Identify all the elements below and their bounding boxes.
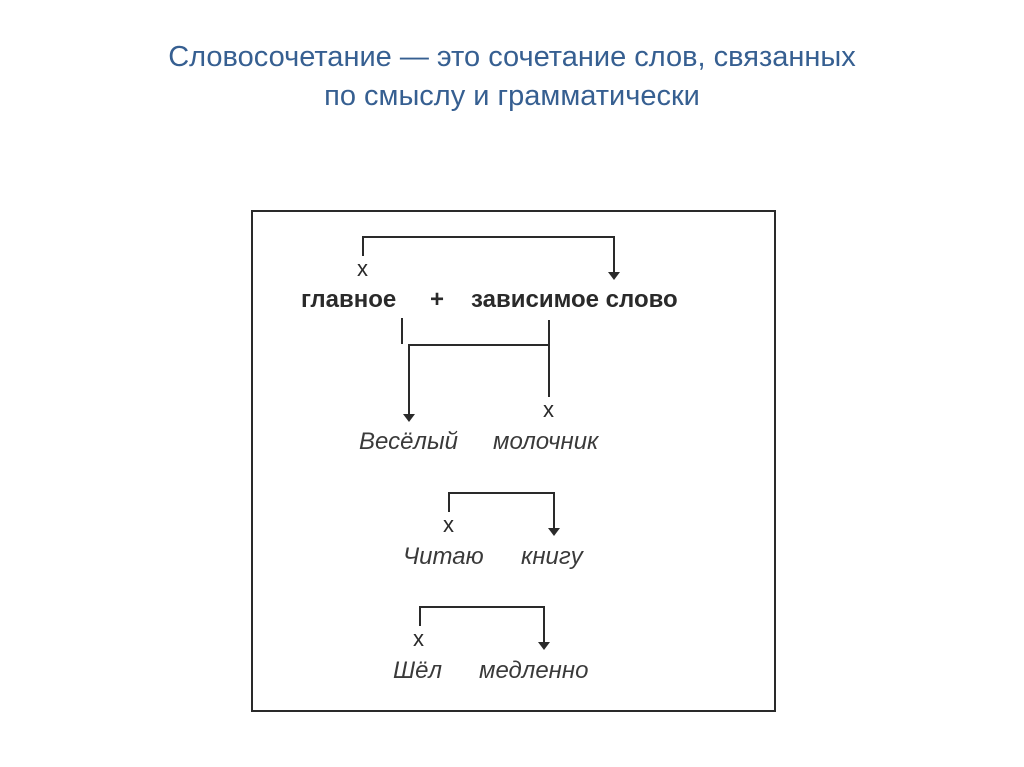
stray-line xyxy=(401,318,403,344)
example-2-conn-h xyxy=(419,606,543,608)
diagram-inner: x главное + зависимое слово Весёлый молоч… xyxy=(253,212,774,710)
formula-dep-word: зависимое слово xyxy=(471,286,678,314)
example-0-word1: Весёлый xyxy=(359,428,458,456)
formula-conn-down xyxy=(613,236,615,274)
formula-x-mark: x xyxy=(357,256,368,282)
example-0-conn-extra xyxy=(548,344,550,397)
example-1-conn-h xyxy=(448,492,553,494)
example-0-conn-down xyxy=(408,344,410,416)
formula-conn-h xyxy=(362,236,613,238)
diagram-frame: x главное + зависимое слово Весёлый молоч… xyxy=(251,210,776,712)
example-1-x: x xyxy=(443,512,454,538)
example-1-word2: книгу xyxy=(521,543,583,571)
example-2-word1: Шёл xyxy=(393,657,442,685)
formula-plus: + xyxy=(430,286,444,314)
example-2-word2: медленно xyxy=(479,657,588,685)
example-0-conn-up xyxy=(548,320,550,344)
formula-main-word: главное xyxy=(301,286,396,314)
example-1-word1: Читаю xyxy=(403,543,484,571)
example-2-arrowhead xyxy=(538,642,550,650)
example-2-x: x xyxy=(413,626,424,652)
page-title: Словосочетание — это сочетание слов, свя… xyxy=(0,38,1024,116)
example-0-word2: молочник xyxy=(493,428,598,456)
example-2-conn-down xyxy=(543,606,545,644)
example-0-conn-h xyxy=(408,344,548,346)
example-2-conn-up xyxy=(419,606,421,626)
example-1-conn-up xyxy=(448,492,450,512)
formula-conn-up xyxy=(362,236,364,256)
example-1-arrowhead xyxy=(548,528,560,536)
title-line-1: Словосочетание — это сочетание слов, свя… xyxy=(0,38,1024,77)
title-line-2: по смыслу и грамматически xyxy=(0,77,1024,116)
example-0-arrowhead xyxy=(403,414,415,422)
formula-arrowhead xyxy=(608,272,620,280)
example-0-x: x xyxy=(543,397,554,423)
example-1-conn-down xyxy=(553,492,555,530)
